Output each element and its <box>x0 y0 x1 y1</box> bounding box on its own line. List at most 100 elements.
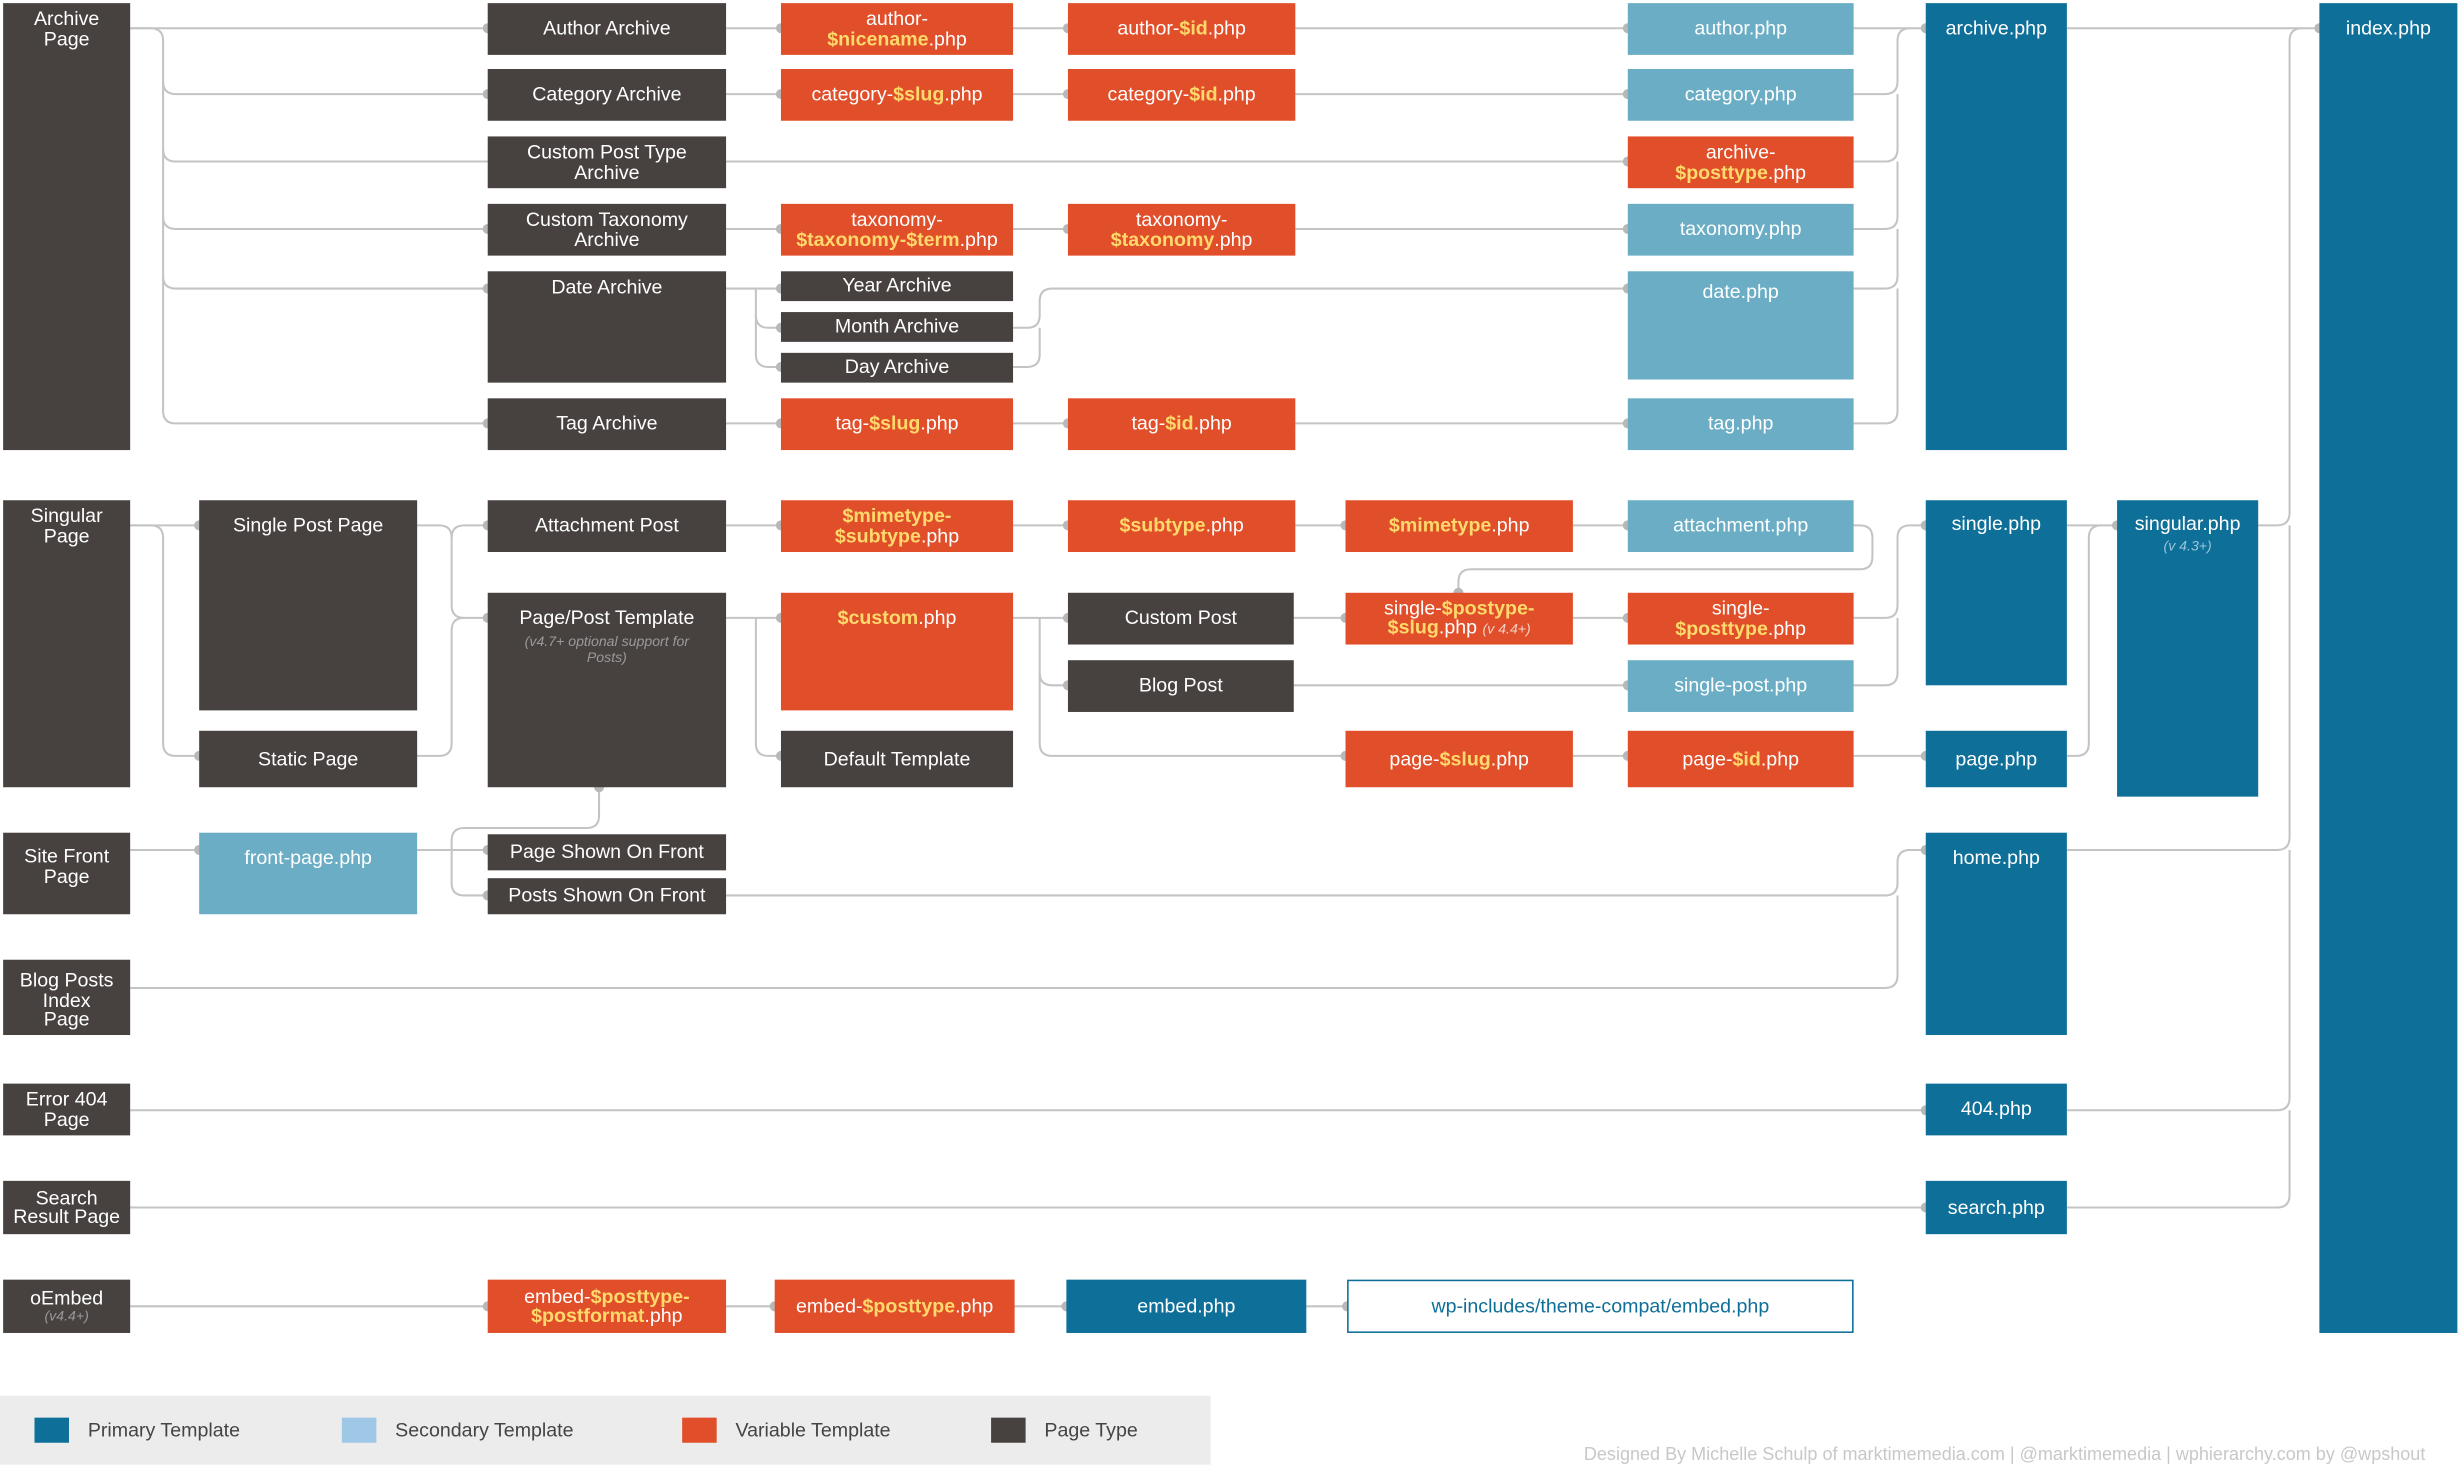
taxonomy-tax-var: $taxonomy <box>1110 228 1215 251</box>
front-page-php-label: front-page.php <box>244 846 372 869</box>
legend-item-variable: Variable Template <box>682 1416 891 1444</box>
year-archive-label: Year Archive <box>842 274 952 297</box>
author-nicename-template: author- $nicename.php <box>780 3 1014 55</box>
archive-page-node: Archive Page <box>3 3 131 451</box>
legend-swatch-secondary <box>341 1417 377 1443</box>
legend-label-primary: Primary Template <box>87 1419 240 1442</box>
archive-php-label: archive.php <box>1945 17 2047 40</box>
tag-archive-node: Tag Archive <box>487 398 727 451</box>
singular-php-label: singular.php <box>2134 512 2241 535</box>
author-php-node: author.php <box>1627 3 1854 55</box>
front-page-php-node: front-page.php <box>199 832 418 915</box>
page-shown-on-front-node: Page Shown On Front <box>487 834 727 871</box>
single-posttype-slug-var1: $postype- <box>1441 596 1535 619</box>
static-page-node: Static Page <box>199 730 418 788</box>
category-slug-ext: .php <box>944 83 983 106</box>
single-posttype-slug-var2: $slug <box>1387 616 1439 639</box>
blog-posts-index-node: Blog Posts Index Page <box>3 959 131 1036</box>
embed-pt-var: $posttype <box>862 1294 956 1317</box>
category-slug-var: $slug <box>893 83 945 106</box>
single-posttype-ext: .php <box>1767 617 1807 640</box>
single-posttype-var: $posttype <box>1675 617 1768 640</box>
theme-compat-embed-node: wp-includes/theme-compat/embed.php <box>1347 1279 1854 1333</box>
single-post-php-label: single-post.php <box>1674 674 1808 697</box>
embed-posttype-template: embed-$posttype.php <box>774 1279 1015 1333</box>
site-front-page-node: Site Front Page <box>3 832 131 915</box>
blog-post-node: Blog Post <box>1067 660 1294 712</box>
custom-template: $custom.php <box>780 592 1014 711</box>
taxonomy-term-prefix: taxonomy- <box>851 208 943 231</box>
legend-swatch-primary <box>34 1417 70 1443</box>
legend: Primary Template Secondary Template Vari… <box>0 1395 1211 1465</box>
credits-text: Designed By Michelle Schulp of marktimem… <box>1583 1445 2426 1465</box>
legend-item-secondary: Secondary Template <box>341 1416 574 1444</box>
custom-ext: .php <box>918 606 957 629</box>
mimetype-template: $mimetype.php <box>1345 500 1573 553</box>
tag-id-var: $id <box>1165 412 1194 435</box>
tag-php-label: tag.php <box>1707 412 1774 435</box>
error-404-node: Error 404 Page <box>3 1083 131 1136</box>
page-php-node: page.php <box>1925 730 2067 788</box>
custom-post-label: Custom Post <box>1124 607 1237 630</box>
attachment-php-label: attachment.php <box>1673 514 1809 537</box>
oembed-label: oEmbed <box>30 1287 104 1310</box>
mimetype-subtype-ext: .php <box>920 524 960 547</box>
legend-swatch-page-type <box>991 1417 1026 1443</box>
page-post-template-node: Page/Post Template (v4.7+ optional suppo… <box>487 592 727 788</box>
category-id-template: category-$id.php <box>1067 69 1296 121</box>
subtype-template: $subtype.php <box>1067 500 1296 553</box>
legend-label-secondary: Secondary Template <box>395 1419 574 1442</box>
taxonomy-php-label: taxonomy.php <box>1679 218 1802 241</box>
tag-php-node: tag.php <box>1627 398 1854 451</box>
author-php-label: author.php <box>1694 17 1788 40</box>
attachment-php-node: attachment.php <box>1627 500 1854 553</box>
mimetype-subtype-template: $mimetype- $subtype.php <box>780 500 1014 553</box>
page-slug-prefix: page- <box>1389 747 1440 770</box>
posts-shown-on-front-node: Posts Shown On Front <box>487 878 727 915</box>
category-id-ext: .php <box>1217 83 1256 106</box>
attachment-post-node: Attachment Post <box>487 500 727 553</box>
embed-php-label: embed.php <box>1137 1294 1236 1317</box>
oembed-node: oEmbed (v4.4+) <box>3 1279 131 1333</box>
tag-slug-var: $slug <box>869 412 921 435</box>
author-nicename-prefix: author- <box>865 7 929 30</box>
embed-pf-prefix: embed- <box>524 1285 591 1308</box>
page-post-template-note: (v4.7+ optional support for Posts) <box>524 632 690 665</box>
custom-post-node: Custom Post <box>1067 592 1294 645</box>
single-php-node: single.php <box>1925 500 2067 686</box>
archive-posttype-ext: .php <box>1767 160 1807 183</box>
taxonomy-tax-ext: .php <box>1214 228 1253 251</box>
category-php-label: category.php <box>1684 83 1797 106</box>
month-archive-node: Month Archive <box>780 312 1014 342</box>
single-posttype-prefix: single- <box>1711 597 1770 620</box>
author-nicename-var: $nicename <box>827 27 929 50</box>
theme-compat-embed-label: wp-includes/theme-compat/embed.php <box>1431 1294 1770 1317</box>
default-template-node: Default Template <box>780 730 1014 788</box>
category-id-var: $id <box>1189 83 1218 106</box>
single-posttype-slug-ext: .php <box>1438 616 1478 639</box>
category-slug-prefix: category- <box>811 83 894 106</box>
category-id-prefix: category- <box>1107 83 1190 106</box>
page-slug-template: page-$slug.php <box>1345 730 1573 788</box>
taxonomy-term-var: $taxonomy-$term <box>796 228 960 251</box>
category-archive-label: Category Archive <box>532 83 682 106</box>
author-id-ext: .php <box>1207 17 1246 40</box>
taxonomy-term-ext: .php <box>959 228 998 251</box>
date-archive-node: Date Archive <box>487 271 727 383</box>
mimetype-subtype-prefix: $mimetype- <box>842 504 952 527</box>
blog-posts-index-label: Blog Posts Index Page <box>19 969 114 1031</box>
author-nicename-ext: .php <box>928 27 967 50</box>
site-front-page-label: Site Front Page <box>24 845 110 887</box>
archive-page-label: Archive Page <box>33 7 100 50</box>
posts-shown-on-front-label: Posts Shown On Front <box>508 884 706 907</box>
index-php-node: index.php <box>2319 3 2458 1333</box>
embed-pf-var1: $posttype- <box>590 1285 690 1308</box>
legend-item-page-type: Page Type <box>991 1416 1138 1444</box>
index-php-label: index.php <box>2345 17 2431 40</box>
default-template-label: Default Template <box>823 747 971 770</box>
day-archive-label: Day Archive <box>844 356 950 379</box>
category-php-node: category.php <box>1627 69 1854 121</box>
category-slug-template: category-$slug.php <box>780 69 1014 121</box>
oembed-version: (v4.4+) <box>44 1308 89 1324</box>
